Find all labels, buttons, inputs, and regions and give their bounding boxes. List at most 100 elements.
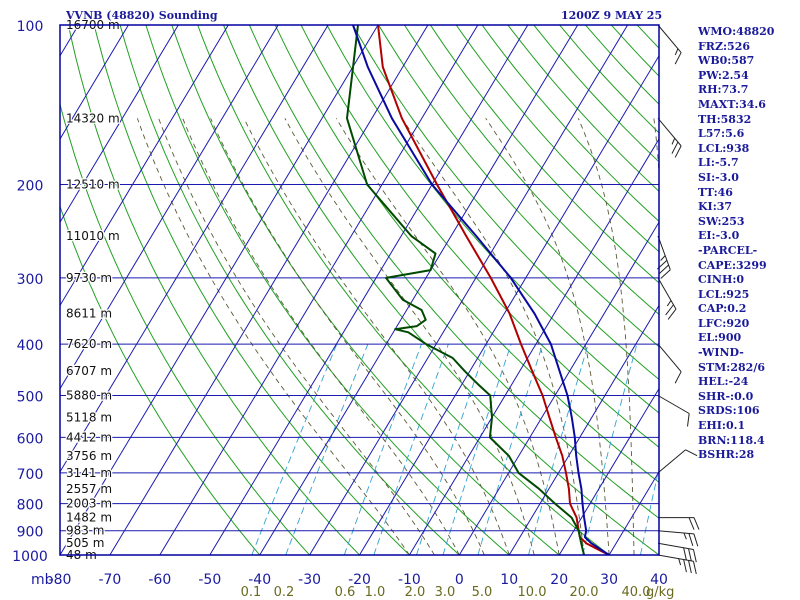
height-label: 3756 m: [66, 449, 112, 463]
index-item: FRZ:526: [698, 39, 751, 53]
wind-barb-full: [687, 413, 690, 427]
index-item: SI:-3.0: [698, 170, 739, 184]
index-item: TT:46: [698, 185, 733, 199]
dry-adiabat: [403, 25, 659, 316]
mixing-ratio-tick-label: 2.0: [405, 585, 426, 600]
dry-adiabat: [274, 25, 659, 484]
temperature-tick-label: -70: [98, 572, 121, 588]
isotherm: [60, 25, 279, 390]
index-item: WMO:48820: [698, 25, 775, 38]
index-item: MAXT:34.6: [698, 97, 766, 111]
wind-barb-full: [674, 52, 682, 65]
isotherm: [60, 25, 329, 473]
wind-barb: [657, 117, 682, 158]
temperature-tick-label: 20: [550, 572, 568, 588]
index-item: TH:5832: [698, 112, 752, 126]
wind-barb-staff: [657, 117, 682, 147]
wind-barb-full: [688, 517, 695, 530]
mixing-ratio-tick-label: 3.0: [435, 585, 456, 600]
height-label: 6707 m: [66, 364, 112, 378]
wind-barb-full: [685, 449, 698, 457]
wind-barb-half: [671, 138, 676, 145]
height-label: 983 m: [66, 524, 104, 538]
temperature-tick-label: -60: [148, 572, 171, 588]
wind-barb-full: [692, 561, 697, 575]
wind-barb: [657, 395, 690, 427]
wind-barb-full: [665, 304, 674, 316]
index-item: CINH:0: [698, 273, 745, 287]
temperature-tick-label: -10: [398, 572, 421, 588]
wind-barb: [657, 343, 682, 384]
wind-barb-full: [658, 264, 669, 275]
dry-adiabat: [300, 25, 659, 448]
wind-barb-full: [693, 533, 699, 547]
index-item: L57:5.6: [698, 127, 745, 141]
dry-adiabat: [326, 25, 659, 414]
pressure-label: 900: [17, 525, 44, 541]
wind-barb-half: [678, 558, 682, 566]
wind-barbs: [656, 24, 700, 575]
isobar-isotherm-grid: [60, 25, 659, 555]
moist-adiabat: [335, 118, 560, 555]
wind-barb-full: [693, 517, 700, 530]
dry-adiabat: [60, 102, 311, 555]
wind-barb-full: [683, 547, 687, 561]
pressure-unit-label: mb: [31, 572, 54, 588]
wind-barb-staff: [657, 235, 671, 270]
dry-adiabat: [455, 25, 659, 253]
mixing-ratio-tick-label: 0.1: [241, 585, 262, 600]
pressure-label: 100: [17, 19, 44, 35]
index-item: CAP:0.2: [698, 302, 747, 316]
pressure-label: 1000: [12, 549, 48, 565]
index-item: LI:-5.7: [698, 156, 739, 170]
wind-barb-staff: [657, 395, 690, 414]
mixing-ratio-tick-label: 0.2: [274, 585, 295, 600]
height-label: 5118 m: [66, 410, 112, 424]
index-item: EHI:0.1: [698, 419, 746, 433]
wind-barb-staff: [657, 449, 686, 474]
dry-adiabat: [145, 25, 511, 555]
index-item: WB0:587: [698, 54, 755, 68]
index-item: SRDS:106: [698, 404, 760, 418]
wind-barb-full: [688, 560, 692, 574]
mixing-ratio-tick-label: 5.0: [472, 585, 493, 600]
dry-adiabat: [60, 204, 261, 555]
height-label: 4412 m: [66, 430, 112, 444]
wind-barb: [658, 517, 700, 530]
moist-adiabat: [210, 118, 485, 555]
wind-barb-half: [666, 300, 672, 307]
temperature-tick-label: -20: [348, 572, 371, 588]
sounding-traces: [346, 25, 610, 555]
moist-adiabat: [182, 118, 460, 555]
isotherm: [458, 221, 659, 555]
temperature-tick-label: -80: [49, 572, 72, 588]
isotherm: [408, 138, 659, 555]
index-item: KI:37: [698, 200, 733, 214]
wind-barb: [657, 277, 677, 320]
wind-barb: [657, 24, 682, 65]
wind-barb-full: [667, 308, 677, 320]
wind-barb-half: [683, 532, 687, 540]
temperature-tick-label: 10: [500, 572, 518, 588]
index-item: SHR-:0.0: [698, 389, 754, 403]
dry-adiabat: [378, 25, 659, 348]
isotherm: [60, 25, 379, 555]
height-label: 7620 m: [66, 337, 112, 351]
height-label: 3141 m: [66, 466, 112, 480]
temperature-tick-label: -30: [298, 572, 321, 588]
stability-indices-panel: WMO:48820 FRZ:526 WB0:587 PW:2.54 RH:73.7 MAX…: [698, 25, 774, 463]
dewpoint-trace: [346, 25, 586, 555]
isotherm: [60, 25, 129, 140]
wind-barb: [657, 449, 698, 474]
pressure-label: 500: [17, 390, 44, 406]
temperature-tick-label: -50: [198, 572, 221, 588]
plot-frame: [59, 24, 660, 556]
index-item: EL:900: [698, 331, 742, 345]
chart-title: VVNB (48820) Sounding: [66, 9, 218, 22]
mixing-ratio-tick-label: 1.0: [365, 585, 386, 600]
dry-adiabat: [67, 25, 361, 555]
wind-barb-staff: [657, 343, 682, 372]
pressure-label: 600: [17, 431, 44, 447]
